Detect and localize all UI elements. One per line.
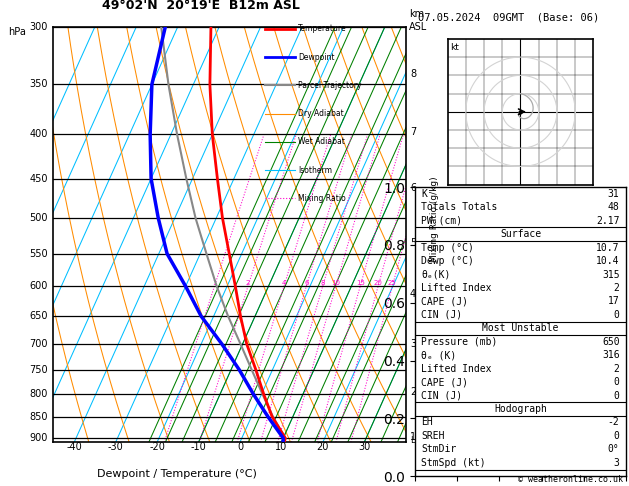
Text: 0: 0 bbox=[614, 377, 620, 387]
Text: θₑ(K): θₑ(K) bbox=[421, 270, 451, 279]
Text: 3: 3 bbox=[410, 339, 416, 349]
Text: LCL: LCL bbox=[410, 435, 425, 445]
Text: Mixing Ratio (g/kg): Mixing Ratio (g/kg) bbox=[430, 176, 438, 261]
Text: 2: 2 bbox=[410, 387, 416, 397]
Text: Dewpoint / Temperature (°C): Dewpoint / Temperature (°C) bbox=[97, 469, 257, 479]
Text: 49°02'N  20°19'E  B12m ASL: 49°02'N 20°19'E B12m ASL bbox=[103, 0, 300, 12]
Text: CAPE (J): CAPE (J) bbox=[421, 296, 469, 307]
Text: ASL: ASL bbox=[409, 21, 427, 32]
Text: Surface: Surface bbox=[500, 229, 541, 239]
Text: 3: 3 bbox=[614, 458, 620, 468]
Text: 0: 0 bbox=[614, 431, 620, 441]
Text: 17: 17 bbox=[608, 296, 620, 307]
Text: Temp (°C): Temp (°C) bbox=[421, 243, 474, 253]
Text: 7: 7 bbox=[410, 127, 416, 137]
Text: Mixing Ratio: Mixing Ratio bbox=[298, 194, 346, 203]
Text: StmDir: StmDir bbox=[421, 444, 457, 454]
Text: 600: 600 bbox=[30, 281, 48, 291]
Text: PW (cm): PW (cm) bbox=[421, 216, 462, 226]
Text: 8: 8 bbox=[410, 69, 416, 79]
Text: hPa: hPa bbox=[8, 27, 26, 37]
Text: -40: -40 bbox=[66, 442, 82, 452]
Text: km: km bbox=[409, 9, 424, 19]
Text: 6: 6 bbox=[410, 183, 416, 193]
Text: 500: 500 bbox=[30, 213, 48, 223]
Text: θₑ (K): θₑ (K) bbox=[421, 350, 457, 360]
Text: Temperature: Temperature bbox=[298, 24, 347, 34]
Text: 700: 700 bbox=[30, 339, 48, 349]
Text: 350: 350 bbox=[30, 79, 48, 89]
Text: SREH: SREH bbox=[421, 431, 445, 441]
Text: 5: 5 bbox=[410, 238, 416, 248]
Text: kt: kt bbox=[450, 43, 459, 52]
Text: 30: 30 bbox=[358, 442, 370, 452]
Text: 650: 650 bbox=[30, 311, 48, 321]
Text: 10.7: 10.7 bbox=[596, 243, 620, 253]
Text: Lifted Index: Lifted Index bbox=[421, 283, 492, 293]
Text: 1: 1 bbox=[410, 432, 416, 442]
Text: 750: 750 bbox=[30, 365, 48, 375]
Text: Totals Totals: Totals Totals bbox=[421, 202, 498, 212]
Text: 800: 800 bbox=[30, 389, 48, 399]
Text: 300: 300 bbox=[30, 22, 48, 32]
Text: Wet Adiabat: Wet Adiabat bbox=[298, 138, 345, 146]
Text: 2: 2 bbox=[614, 364, 620, 374]
Text: 4: 4 bbox=[410, 289, 416, 299]
Text: 8: 8 bbox=[320, 280, 325, 286]
Text: CIN (J): CIN (J) bbox=[421, 391, 462, 400]
Text: 20: 20 bbox=[316, 442, 329, 452]
Text: CAPE (J): CAPE (J) bbox=[421, 377, 469, 387]
Text: Most Unstable: Most Unstable bbox=[482, 323, 559, 333]
Text: 15: 15 bbox=[356, 280, 365, 286]
Text: 550: 550 bbox=[30, 249, 48, 259]
Text: 4: 4 bbox=[282, 280, 286, 286]
Text: StmSpd (kt): StmSpd (kt) bbox=[421, 458, 486, 468]
Text: -10: -10 bbox=[191, 442, 206, 452]
Text: © weatheronline.co.uk: © weatheronline.co.uk bbox=[518, 474, 623, 484]
Text: 400: 400 bbox=[30, 129, 48, 139]
Text: 0: 0 bbox=[237, 442, 243, 452]
Text: 900: 900 bbox=[30, 433, 48, 443]
Text: 850: 850 bbox=[30, 412, 48, 422]
Text: 316: 316 bbox=[602, 350, 620, 360]
Text: 315: 315 bbox=[602, 270, 620, 279]
Text: 650: 650 bbox=[602, 337, 620, 347]
Text: 6: 6 bbox=[304, 280, 309, 286]
Text: Hodograph: Hodograph bbox=[494, 404, 547, 414]
Text: 10: 10 bbox=[331, 280, 340, 286]
Text: 2: 2 bbox=[614, 283, 620, 293]
Text: Dry Adiabat: Dry Adiabat bbox=[298, 109, 344, 118]
Text: -30: -30 bbox=[108, 442, 123, 452]
Text: Lifted Index: Lifted Index bbox=[421, 364, 492, 374]
Text: 07.05.2024  09GMT  (Base: 06): 07.05.2024 09GMT (Base: 06) bbox=[418, 12, 599, 22]
Text: Isotherm: Isotherm bbox=[298, 166, 332, 174]
Text: 1: 1 bbox=[212, 280, 216, 286]
Text: Parcel Trajectory: Parcel Trajectory bbox=[298, 81, 362, 90]
Text: 2: 2 bbox=[246, 280, 250, 286]
Text: Pressure (mb): Pressure (mb) bbox=[421, 337, 498, 347]
Text: Dewp (°C): Dewp (°C) bbox=[421, 256, 474, 266]
Text: 10: 10 bbox=[276, 442, 287, 452]
Text: 25: 25 bbox=[388, 280, 397, 286]
Text: EH: EH bbox=[421, 417, 433, 428]
Text: 0: 0 bbox=[614, 310, 620, 320]
Text: 0: 0 bbox=[614, 391, 620, 400]
Text: 10.4: 10.4 bbox=[596, 256, 620, 266]
Text: CIN (J): CIN (J) bbox=[421, 310, 462, 320]
Text: 450: 450 bbox=[30, 174, 48, 184]
Text: 2.17: 2.17 bbox=[596, 216, 620, 226]
Text: Dewpoint: Dewpoint bbox=[298, 52, 335, 62]
Text: -20: -20 bbox=[149, 442, 165, 452]
Text: 31: 31 bbox=[608, 189, 620, 199]
Text: 0°: 0° bbox=[608, 444, 620, 454]
Text: 48: 48 bbox=[608, 202, 620, 212]
Text: K: K bbox=[421, 189, 427, 199]
Text: 20: 20 bbox=[374, 280, 382, 286]
Text: -2: -2 bbox=[608, 417, 620, 428]
